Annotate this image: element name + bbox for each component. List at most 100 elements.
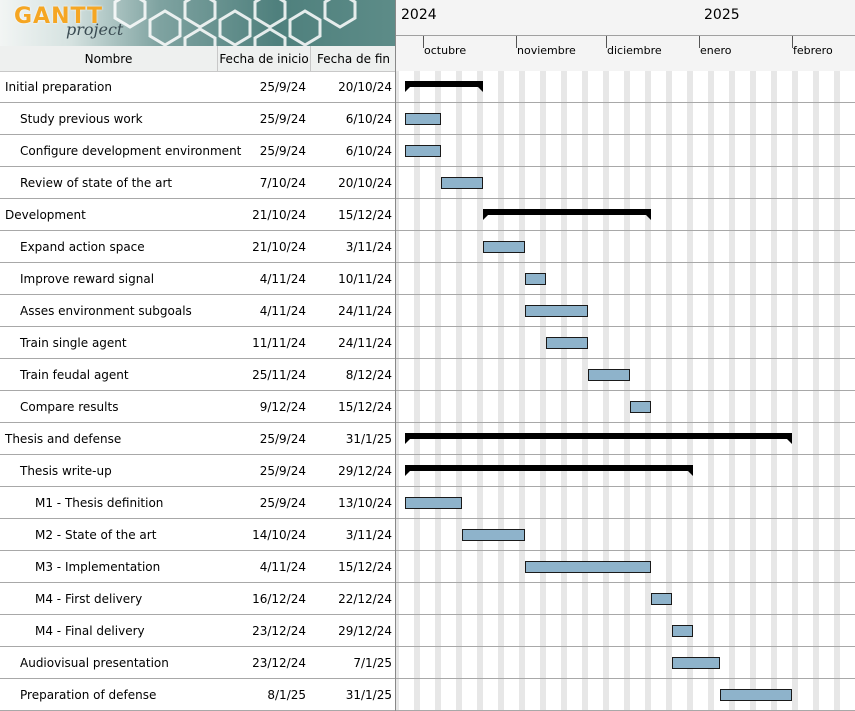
- weekend-stripe: [795, 71, 798, 711]
- row-gridline: [396, 134, 855, 135]
- weekend-stripe: [816, 71, 819, 711]
- task-end-date: 24/11/24: [338, 304, 392, 318]
- gantt-chart-area[interactable]: [396, 71, 855, 711]
- task-end-date: 29/12/24: [338, 624, 392, 638]
- task-start-date: 9/12/24: [259, 400, 306, 414]
- task-name: M1 - Thesis definition: [35, 496, 164, 510]
- task-name: Compare results: [20, 400, 119, 414]
- ganttproject-logo: GANTT project: [0, 0, 396, 46]
- task-bar[interactable]: [441, 177, 483, 189]
- weekend-stripe: [459, 71, 462, 711]
- summary-task-bar[interactable]: [483, 209, 651, 220]
- task-row[interactable]: M2 - State of the art 14/10/24 3/11/24: [0, 519, 396, 551]
- month-tick: [699, 36, 700, 48]
- task-bar[interactable]: [405, 113, 441, 125]
- task-row[interactable]: Asses environment subgoals 4/11/24 24/11/2…: [0, 295, 396, 327]
- task-bar[interactable]: [672, 625, 693, 637]
- row-gridline: [396, 550, 855, 551]
- task-bar[interactable]: [546, 337, 588, 349]
- weekend-stripe: [732, 71, 735, 711]
- task-bar[interactable]: [525, 273, 546, 285]
- timeline-separator: [396, 35, 855, 36]
- weekend-stripe: [708, 71, 711, 711]
- task-row[interactable]: M3 - Implementation 4/11/24 15/12/24: [0, 551, 396, 583]
- month-label: diciembre: [607, 44, 662, 57]
- task-end-date: 3/11/24: [345, 240, 392, 254]
- task-start-date: 14/10/24: [252, 528, 306, 542]
- task-bar[interactable]: [525, 561, 651, 573]
- weekend-stripe: [603, 71, 606, 711]
- weekend-stripe: [417, 71, 420, 711]
- task-row[interactable]: M4 - First delivery 16/12/24 22/12/24: [0, 583, 396, 615]
- summary-task-bar[interactable]: [405, 433, 792, 444]
- task-end-date: 3/11/24: [345, 528, 392, 542]
- task-row[interactable]: Train feudal agent 25/11/24 8/12/24: [0, 359, 396, 391]
- task-start-date: 25/9/24: [259, 80, 306, 94]
- weekend-stripe: [585, 71, 588, 711]
- task-bar[interactable]: [588, 369, 630, 381]
- month-tick: [516, 36, 517, 48]
- task-row[interactable]: Audiovisual presentation 23/12/24 7/1/25: [0, 647, 396, 679]
- task-row[interactable]: Expand action space 21/10/24 3/11/24: [0, 231, 396, 263]
- task-start-date: 23/12/24: [252, 656, 306, 670]
- task-start-date: 8/1/25: [267, 688, 306, 702]
- weekend-stripe: [648, 71, 651, 711]
- weekend-stripe: [561, 71, 564, 711]
- weekend-stripe: [540, 71, 543, 711]
- month-label: febrero: [793, 44, 833, 57]
- task-name: Thesis and defense: [5, 432, 122, 446]
- table-chart-divider[interactable]: [395, 0, 396, 711]
- task-bar[interactable]: [672, 657, 720, 669]
- column-header-name[interactable]: Nombre: [0, 46, 218, 71]
- task-row[interactable]: M1 - Thesis definition 25/9/24 13/10/24: [0, 487, 396, 519]
- month-tick: [423, 36, 424, 48]
- task-bar[interactable]: [405, 497, 462, 509]
- task-end-date: 31/1/25: [345, 432, 392, 446]
- weekend-stripe: [792, 71, 795, 711]
- task-bar[interactable]: [720, 689, 792, 701]
- task-start-date: 23/12/24: [252, 624, 306, 638]
- task-name: Preparation of defense: [20, 688, 157, 702]
- weekend-stripe: [606, 71, 609, 711]
- task-bar[interactable]: [405, 145, 441, 157]
- task-bar[interactable]: [525, 305, 588, 317]
- row-gridline: [396, 294, 855, 295]
- task-row[interactable]: Study previous work 25/9/24 6/10/24: [0, 103, 396, 135]
- weekend-stripe: [834, 71, 837, 711]
- task-table-header: Nombre Fecha de inicio Fecha de fin: [0, 46, 396, 72]
- summary-task-bar[interactable]: [405, 81, 483, 92]
- task-end-date: 6/10/24: [345, 112, 392, 126]
- task-row[interactable]: Thesis write-up 25/9/24 29/12/24: [0, 455, 396, 487]
- task-name: Train feudal agent: [20, 368, 129, 382]
- task-row[interactable]: Development 21/10/24 15/12/24: [0, 199, 396, 231]
- task-bar[interactable]: [651, 593, 672, 605]
- task-name: Expand action space: [20, 240, 145, 254]
- task-name: M4 - First delivery: [35, 592, 143, 606]
- task-end-date: 6/10/24: [345, 144, 392, 158]
- task-start-date: 21/10/24: [252, 240, 306, 254]
- task-row[interactable]: Train single agent 11/11/24 24/11/24: [0, 327, 396, 359]
- weekend-stripe: [480, 71, 483, 711]
- task-start-date: 25/9/24: [259, 144, 306, 158]
- row-gridline: [396, 518, 855, 519]
- column-header-end-date[interactable]: Fecha de fin: [317, 52, 390, 66]
- column-header-start-date[interactable]: Fecha de inicio: [218, 46, 311, 71]
- task-row[interactable]: Configure development environment 25/9/24…: [0, 135, 396, 167]
- task-bar[interactable]: [462, 529, 525, 541]
- task-row[interactable]: Preparation of defense 8/1/25 31/1/25: [0, 679, 396, 711]
- task-row[interactable]: Initial preparation 25/9/24 20/10/24: [0, 71, 396, 103]
- task-row[interactable]: Improve reward signal 4/11/24 10/11/24: [0, 263, 396, 295]
- task-row[interactable]: Compare results 9/12/24 15/12/24: [0, 391, 396, 423]
- task-bar[interactable]: [483, 241, 525, 253]
- task-bar[interactable]: [630, 401, 651, 413]
- row-gridline: [396, 230, 855, 231]
- task-row[interactable]: M4 - Final delivery 23/12/24 29/12/24: [0, 615, 396, 647]
- task-row[interactable]: Thesis and defense 25/9/24 31/1/25: [0, 423, 396, 455]
- task-end-date: 29/12/24: [338, 464, 392, 478]
- task-name: Train single agent: [20, 336, 127, 350]
- task-row[interactable]: Review of state of the art 7/10/24 20/10/2…: [0, 167, 396, 199]
- row-gridline: [396, 102, 855, 103]
- summary-task-bar[interactable]: [405, 465, 693, 476]
- task-start-date: 25/9/24: [259, 112, 306, 126]
- task-name: Thesis write-up: [20, 464, 112, 478]
